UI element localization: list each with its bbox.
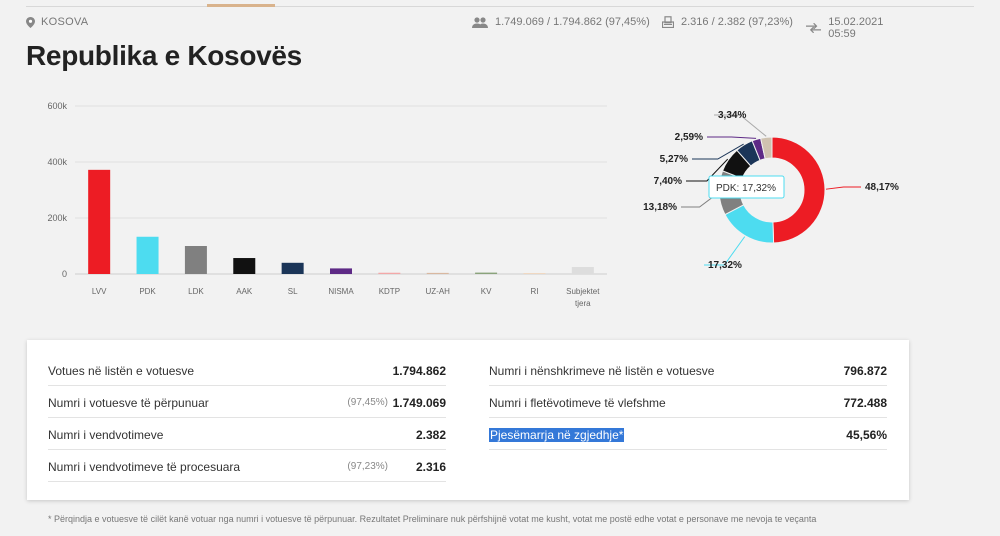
voters-stat: 1.749.069 / 1.794.862 (97,45%) [472, 16, 650, 28]
stats-right-column: Numri i nënshkrimeve në listën e votuesv… [489, 354, 887, 450]
stats-panel: Votues në listën e votuesve 1.794.862 Numr… [27, 340, 909, 500]
chart-tooltip: PDK: 17,32% [708, 175, 785, 199]
updated-stat: 15.02.2021 05:59 [806, 16, 910, 40]
stat-value: 796.872 [843, 364, 887, 378]
stat-label: Numri i nënshkrimeve në listën e votuesv… [489, 364, 715, 378]
stat-label: Numri i votuesve të përpunuar [48, 396, 209, 410]
ballot-box-icon [662, 16, 674, 28]
people-icon [472, 16, 488, 28]
stat-row: Numri i votuesve të përpunuar (97,45%) 1.7… [48, 386, 446, 418]
location-crumb[interactable]: KOSOVA [26, 16, 88, 28]
stat-row: Numri i nënshkrimeve në listën e votuesv… [489, 354, 887, 386]
stat-value: 2.316 [415, 460, 446, 474]
stat-label: Votues në listën e votuesve [48, 364, 195, 378]
stat-value: 45,56% [846, 428, 887, 442]
top-divider [26, 6, 974, 7]
active-tab-indicator [207, 4, 275, 7]
x-tick-label: PDK [139, 287, 156, 296]
slice-connector [686, 158, 729, 182]
votes-bar-chart: 0 200k 400k 600k LVV PDK LDK AAK SL NISMA KDTP UZ-A… [47, 101, 607, 308]
bar[interactable] [281, 262, 304, 274]
stat-row: Numri i vendvotimeve të procesuara (97,23… [48, 450, 446, 482]
location-pin-icon [26, 16, 35, 28]
voters-stat-text: 1.749.069 / 1.794.862 (97,45%) [495, 16, 650, 28]
stat-value: 2.382 [415, 428, 446, 442]
slice-connector [704, 236, 746, 266]
stat-value: 772.488 [843, 396, 887, 410]
donut-slice[interactable] [771, 136, 826, 244]
topbar: KOSOVA 1.749.069 / 1.794.862 (97,45%) 2.… [26, 14, 910, 40]
slice-connector [825, 186, 861, 190]
y-tick-label: 200k [47, 213, 67, 223]
bar[interactable] [136, 236, 159, 274]
share-donut-chart: 48,17% 17,32% 13,18% 7,40% 5,27% 2,59% 3,34% PD… [643, 110, 899, 271]
x-tick-label: NISMA [328, 287, 354, 296]
bar[interactable] [330, 268, 352, 274]
stations-stat: 2.316 / 2.382 (97,23%) [662, 16, 793, 28]
bar[interactable] [88, 169, 111, 274]
x-tick-label: Subjektet tjera [566, 287, 600, 308]
bar[interactable] [233, 258, 256, 274]
stat-label: Pjesëmarrja në zgjedhje* [489, 428, 625, 442]
stat-row: Numri i fletëvotimeve të vlefshme 772.488 [489, 386, 887, 418]
x-tick-label: SL [288, 287, 298, 296]
bar[interactable] [184, 246, 207, 274]
page-title: Republika e Kosovës [26, 40, 302, 71]
x-tick-label: UZ-AH [426, 287, 451, 296]
sync-arrows-icon [806, 23, 822, 33]
stats-left-column: Votues në listën e votuesve 1.794.862 Numr… [48, 354, 446, 482]
slice-connector [692, 143, 744, 160]
y-tick-label: 600k [47, 101, 67, 111]
x-tick-label: KDTP [379, 287, 400, 296]
slice-value-label: 48,17% [865, 182, 899, 193]
stat-value: 1.794.862 [392, 364, 446, 378]
tooltip-text: PDK: 17,32% [716, 183, 776, 194]
stat-label: Numri i fletëvotimeve të vlefshme [489, 396, 666, 410]
slice-value-label: 17,32% [708, 260, 742, 271]
slice-value-label: 13,18% [643, 202, 677, 213]
x-tick-label: AAK [236, 287, 253, 296]
donut-slice[interactable] [760, 136, 773, 160]
stat-label: Numri i vendvotimeve [48, 428, 164, 442]
slice-value-label: 2,59% [675, 132, 703, 143]
x-tick-label: LVV [92, 287, 107, 296]
location-label: KOSOVA [41, 16, 89, 28]
stat-row: Pjesëmarrja në zgjedhje* 45,56% [489, 418, 887, 450]
updated-timestamp: 15.02.2021 05:59 [828, 16, 884, 40]
x-tick-label: LDK [188, 287, 204, 296]
slice-value-label: 3,34% [718, 110, 746, 121]
bar[interactable] [571, 267, 594, 274]
stations-stat-text: 2.316 / 2.382 (97,23%) [681, 16, 793, 28]
stat-row: Numri i vendvotimeve 2.382 [48, 418, 446, 450]
stat-value: 1.749.069 [392, 396, 446, 410]
stat-percent: (97,45%) [347, 397, 388, 408]
stat-row: Votues në listën e votuesve 1.794.862 [48, 354, 446, 386]
bar[interactable] [523, 273, 546, 274]
x-tick-label: RI [530, 287, 538, 296]
stat-percent: (97,23%) [347, 461, 388, 472]
bar[interactable] [426, 272, 449, 274]
slice-value-label: 7,40% [654, 176, 682, 187]
x-tick-label: KV [481, 287, 492, 296]
bar[interactable] [378, 272, 401, 274]
bar[interactable] [475, 272, 498, 274]
slice-connector [707, 136, 757, 139]
slice-value-label: 5,27% [660, 154, 688, 165]
y-tick-label: 400k [47, 157, 67, 167]
slice-connector [714, 114, 767, 137]
footnote: * Përqindja e votuesve të cilët kanë vot… [48, 514, 817, 524]
y-tick-label: 0 [62, 269, 67, 279]
stat-label: Numri i vendvotimeve të procesuara [48, 460, 241, 474]
